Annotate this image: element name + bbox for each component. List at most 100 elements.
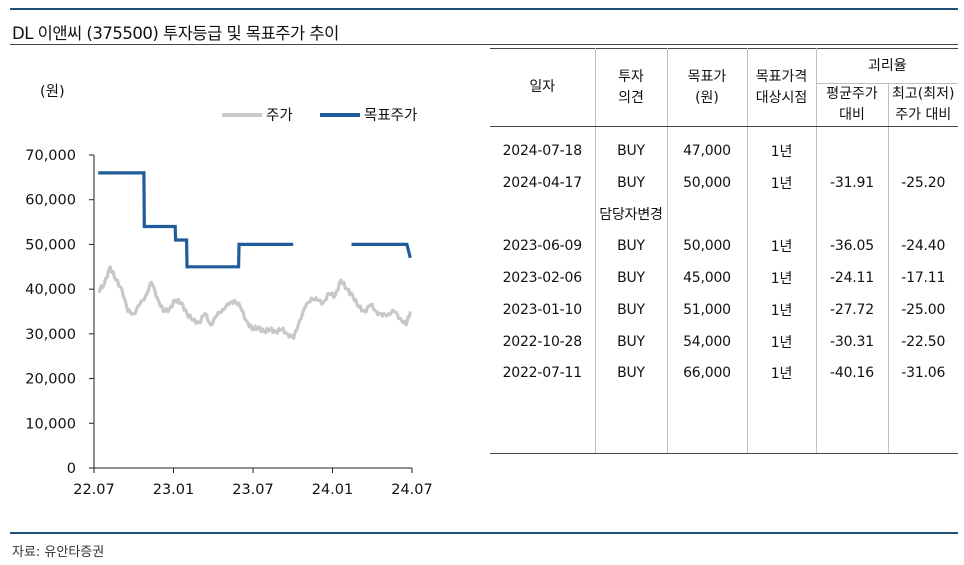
cell-target: 66,000	[666, 357, 747, 390]
table-row: 2023-02-06 BUY 45,000 1년 -24.11 -17.11	[490, 262, 959, 294]
table-row	[490, 389, 959, 422]
cell-opinion: BUY	[594, 230, 667, 263]
cell-date: 2023-01-10	[502, 301, 583, 318]
cell-extreme	[887, 126, 959, 167]
cell-extreme	[887, 198, 959, 231]
cell-extreme: -22.50	[887, 325, 959, 358]
cell-date: 2023-02-06	[502, 270, 583, 287]
table-row: 2024-04-17 BUY 50,000 1년 -31.91 -25.20	[490, 166, 959, 199]
cell-extreme	[887, 421, 959, 454]
cell-date: 2024-07-18	[502, 142, 583, 159]
header-opinion: 투자 의견	[594, 48, 667, 127]
cell-date	[490, 389, 595, 421]
header-avg: 평균주가 대비	[815, 83, 888, 127]
cell-horizon: 1년	[746, 262, 816, 294]
cell-opinion	[594, 389, 667, 422]
page-title: DL 이앤씨 (375500) 투자등급 및 목표주가 추이	[12, 24, 339, 43]
cell-avg: -40.16	[815, 357, 888, 390]
cell-horizon: 1년	[746, 230, 816, 263]
cell-date: 2023-06-09	[502, 238, 583, 255]
table-body: 2024-07-18 BUY 47,000 1년 2024-04-17 BUY 50,000…	[490, 126, 959, 454]
cell-horizon: 1년	[746, 357, 816, 390]
cell-horizon	[746, 198, 816, 231]
table-row: 2022-07-11 BUY 66,000 1년 -40.16 -31.06	[490, 357, 959, 390]
cell-avg: -36.05	[815, 230, 888, 263]
target-price-line	[98, 171, 294, 269]
bottom-rule	[10, 532, 958, 534]
cell-avg: -30.31	[815, 325, 888, 358]
cell-date	[490, 421, 595, 454]
y-tick-label: 70,000	[25, 148, 76, 164]
cell-extreme: -17.11	[887, 262, 959, 294]
cell-target	[666, 421, 747, 454]
cell-date	[490, 199, 595, 231]
header-gap: 괴리율	[815, 48, 959, 84]
cell-target	[666, 389, 747, 422]
x-tick-label: 23.07	[232, 482, 274, 498]
table-row: 2024-07-18 BUY 47,000 1년	[490, 126, 959, 167]
cell-target	[666, 198, 747, 231]
price-target-chart: 0 10,000 20,000 30,000 40,000 50,000 60,000 70,…	[25, 83, 433, 498]
cell-horizon	[746, 389, 816, 422]
x-tick-label: 24.01	[312, 482, 354, 498]
cell-opinion: BUY	[594, 262, 667, 294]
y-tick-label: 40,000	[25, 282, 76, 298]
cell-avg	[815, 421, 888, 454]
cell-date: 2024-04-17	[502, 174, 583, 191]
cell-avg: -27.72	[815, 293, 888, 326]
header-date: 일자	[490, 48, 595, 127]
cell-horizon: 1년	[746, 293, 816, 326]
series-layer	[98, 171, 412, 340]
x-tick-label: 23.01	[153, 482, 195, 498]
rating-table: 일자 투자 의견 목표가 (원) 목표가격 대상시점 괴리율 평균주가 대비 최고(최저…	[490, 48, 959, 454]
title-rule	[10, 44, 958, 45]
cell-target: 54,000	[666, 325, 747, 358]
top-rule	[10, 8, 958, 10]
cell-avg	[815, 198, 888, 231]
cell-target: 50,000	[666, 166, 747, 199]
cell-extreme: -25.20	[887, 166, 959, 199]
y-tick-label: 0	[67, 461, 76, 477]
cell-target: 47,000	[666, 126, 747, 167]
source-note: 자료: 유안타증권	[12, 545, 105, 560]
y-tick-label: 30,000	[25, 327, 76, 343]
cell-extreme	[887, 389, 959, 422]
legend-label-target: 목표주가	[364, 107, 417, 124]
legend-label-price: 주가	[266, 107, 293, 124]
cell-horizon: 1년	[746, 126, 816, 167]
table-row	[490, 421, 959, 454]
cell-horizon	[746, 421, 816, 454]
cell-avg: -31.91	[815, 166, 888, 199]
cell-opinion: BUY	[594, 126, 667, 167]
cell-target: 45,000	[666, 262, 747, 294]
header-target: 목표가 (원)	[666, 48, 747, 127]
cell-target: 51,000	[666, 293, 747, 326]
cell-avg	[815, 389, 888, 422]
x-tick-label: 22.07	[73, 482, 115, 498]
cell-opinion: 담당자변경	[594, 198, 667, 231]
y-tick-label: 60,000	[25, 193, 76, 209]
cell-avg	[815, 126, 888, 167]
cell-opinion: BUY	[594, 293, 667, 326]
cell-opinion: BUY	[594, 325, 667, 358]
table-row: 2023-01-10 BUY 51,000 1년 -27.72 -25.00	[490, 293, 959, 326]
table-row: 담당자변경	[490, 198, 959, 231]
cell-opinion: BUY	[594, 166, 667, 199]
price-line	[98, 265, 412, 340]
cell-horizon: 1년	[746, 325, 816, 358]
cell-extreme: -25.00	[887, 293, 959, 326]
y-tick-label: 50,000	[25, 237, 76, 253]
x-axis: 22.07 23.01 23.07 24.01 24.07	[73, 467, 433, 498]
cell-horizon: 1년	[746, 166, 816, 199]
table-row: 2022-10-28 BUY 54,000 1년 -30.31 -22.50	[490, 325, 959, 358]
x-tick-label: 24.07	[391, 482, 433, 498]
target-price-line	[351, 242, 412, 259]
cell-opinion: BUY	[594, 357, 667, 390]
header-horizon: 목표가격 대상시점	[746, 48, 816, 127]
y-axis-label: (원)	[40, 83, 65, 100]
header-extreme: 최고(최저) 주가 대비	[887, 83, 959, 127]
y-tick-label: 10,000	[25, 416, 76, 432]
legend: 주가 목표주가	[222, 107, 417, 124]
cell-date: 2022-10-28	[502, 333, 583, 350]
cell-avg: -24.11	[815, 262, 888, 294]
